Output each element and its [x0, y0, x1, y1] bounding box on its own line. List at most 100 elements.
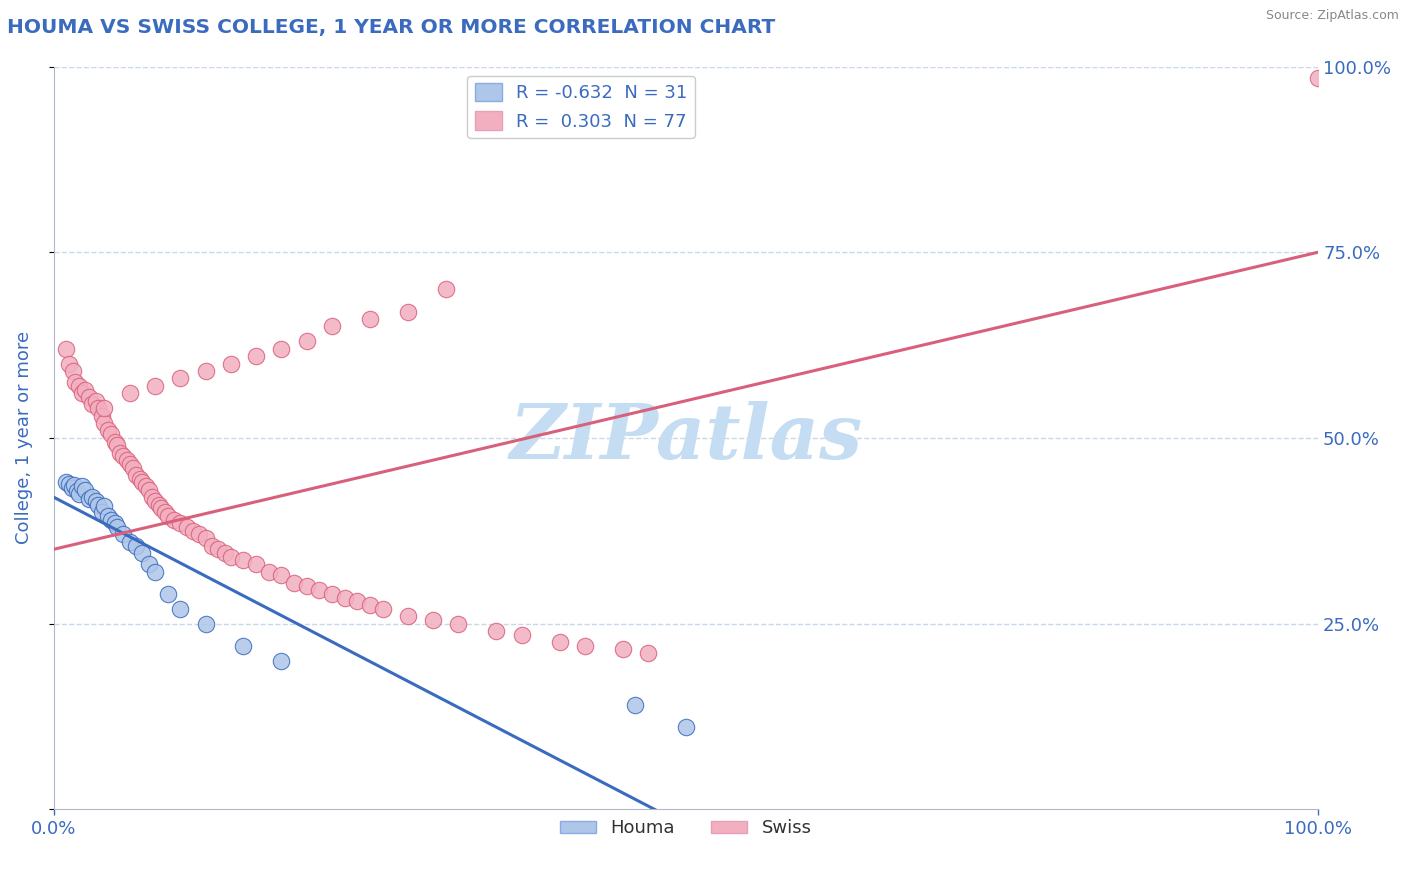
- Point: [65, 484, 87, 499]
- Point: [333, 591, 356, 605]
- Point: [156, 508, 179, 523]
- Point: [93, 416, 115, 430]
- Point: [346, 594, 368, 608]
- Point: [125, 468, 148, 483]
- Point: [118, 386, 141, 401]
- Point: [131, 546, 153, 560]
- Point: [188, 527, 211, 541]
- Point: [97, 508, 120, 523]
- Point: [270, 342, 292, 356]
- Point: [105, 520, 128, 534]
- Point: [70, 386, 93, 401]
- Point: [115, 453, 138, 467]
- Point: [108, 446, 131, 460]
- Point: [321, 587, 343, 601]
- Point: [67, 486, 90, 500]
- Point: [87, 498, 110, 512]
- Y-axis label: College, 1 year or more: College, 1 year or more: [15, 331, 32, 544]
- Point: [485, 624, 508, 638]
- Text: Source: ZipAtlas.com: Source: ZipAtlas.com: [1265, 9, 1399, 22]
- Point: [100, 427, 122, 442]
- Point: [62, 364, 84, 378]
- Legend: Houma, Swiss: Houma, Swiss: [553, 813, 820, 845]
- Point: [194, 616, 217, 631]
- Point: [60, 481, 83, 495]
- Point: [80, 397, 103, 411]
- Point: [245, 557, 267, 571]
- Point: [176, 520, 198, 534]
- Text: HOUMA VS SWISS COLLEGE, 1 YEAR OR MORE CORRELATION CHART: HOUMA VS SWISS COLLEGE, 1 YEAR OR MORE C…: [7, 18, 775, 37]
- Point: [396, 304, 419, 318]
- Point: [118, 457, 141, 471]
- Point: [422, 613, 444, 627]
- Point: [321, 319, 343, 334]
- Point: [97, 424, 120, 438]
- Point: [434, 282, 457, 296]
- Point: [219, 357, 242, 371]
- Point: [548, 635, 571, 649]
- Point: [80, 490, 103, 504]
- Point: [447, 616, 470, 631]
- Point: [128, 472, 150, 486]
- Point: [637, 646, 659, 660]
- Point: [112, 450, 135, 464]
- Point: [77, 390, 100, 404]
- Point: [138, 483, 160, 497]
- Point: [143, 494, 166, 508]
- Point: [510, 627, 533, 641]
- Point: [87, 401, 110, 416]
- Point: [150, 501, 173, 516]
- Point: [574, 639, 596, 653]
- Point: [84, 393, 107, 408]
- Point: [194, 531, 217, 545]
- Point: [93, 401, 115, 416]
- Point: [100, 512, 122, 526]
- Point: [55, 342, 77, 356]
- Point: [232, 553, 254, 567]
- Point: [194, 364, 217, 378]
- Point: [156, 587, 179, 601]
- Point: [84, 494, 107, 508]
- Point: [103, 434, 125, 449]
- Point: [143, 379, 166, 393]
- Point: [396, 609, 419, 624]
- Point: [359, 312, 381, 326]
- Point: [270, 654, 292, 668]
- Point: [65, 375, 87, 389]
- Point: [118, 534, 141, 549]
- Point: [371, 601, 394, 615]
- Point: [58, 476, 80, 491]
- Point: [105, 438, 128, 452]
- Point: [163, 512, 186, 526]
- Point: [181, 524, 204, 538]
- Point: [112, 527, 135, 541]
- Point: [153, 505, 176, 519]
- Point: [207, 542, 229, 557]
- Point: [219, 549, 242, 564]
- Point: [122, 460, 145, 475]
- Point: [169, 516, 191, 531]
- Point: [103, 516, 125, 531]
- Point: [75, 383, 97, 397]
- Point: [675, 721, 697, 735]
- Point: [77, 491, 100, 506]
- Point: [245, 349, 267, 363]
- Point: [131, 475, 153, 490]
- Point: [359, 598, 381, 612]
- Point: [295, 334, 318, 349]
- Point: [90, 409, 112, 423]
- Point: [270, 568, 292, 582]
- Point: [90, 505, 112, 519]
- Point: [67, 379, 90, 393]
- Point: [93, 499, 115, 513]
- Point: [308, 583, 330, 598]
- Point: [169, 371, 191, 385]
- Point: [143, 565, 166, 579]
- Point: [70, 479, 93, 493]
- Point: [1308, 70, 1330, 85]
- Point: [138, 557, 160, 571]
- Point: [612, 642, 634, 657]
- Point: [214, 546, 236, 560]
- Point: [283, 575, 305, 590]
- Point: [141, 490, 163, 504]
